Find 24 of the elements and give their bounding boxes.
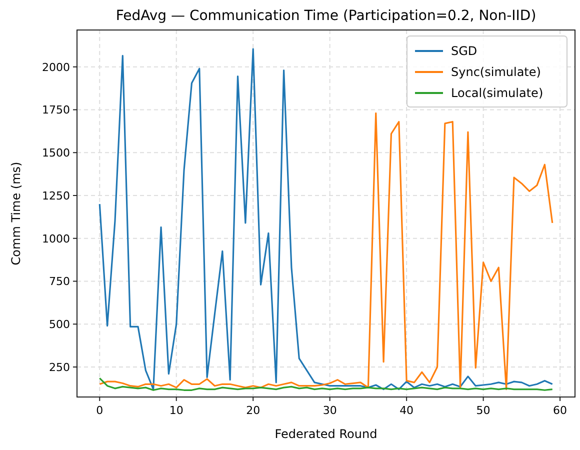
x-tick-label: 10 (169, 404, 184, 417)
legend-label: SGD (451, 44, 478, 58)
legend-label: Sync(simulate) (451, 65, 541, 79)
x-axis-title: Federated Round (274, 427, 378, 441)
chart-title: FedAvg — Communication Time (Participation=0.2, Non-IID) (116, 8, 536, 24)
x-tick-label: 60 (553, 404, 568, 417)
x-tick-label: 40 (400, 404, 414, 417)
y-tick-label: 1250 (42, 189, 70, 202)
line-series (98, 377, 554, 391)
x-tick-label: 20 (246, 404, 260, 417)
x-tick-label: 0 (96, 404, 104, 417)
line-series (98, 112, 554, 390)
y-tick-label: 1000 (42, 232, 70, 246)
y-tick-label: 500 (49, 318, 70, 332)
x-tick-label: 50 (476, 404, 490, 417)
y-tick-label: 250 (49, 360, 70, 374)
line-series (98, 48, 554, 390)
y-tick-label: 1500 (42, 146, 70, 160)
legend-label: Local(simulate) (451, 86, 544, 100)
y-tick-label: 750 (49, 275, 70, 288)
y-tick-label: 2000 (42, 60, 70, 74)
x-tick-label: 30 (322, 404, 337, 417)
y-tick-label: 1750 (42, 104, 70, 117)
y-axis-title: Comm Time (ms) (9, 162, 23, 266)
